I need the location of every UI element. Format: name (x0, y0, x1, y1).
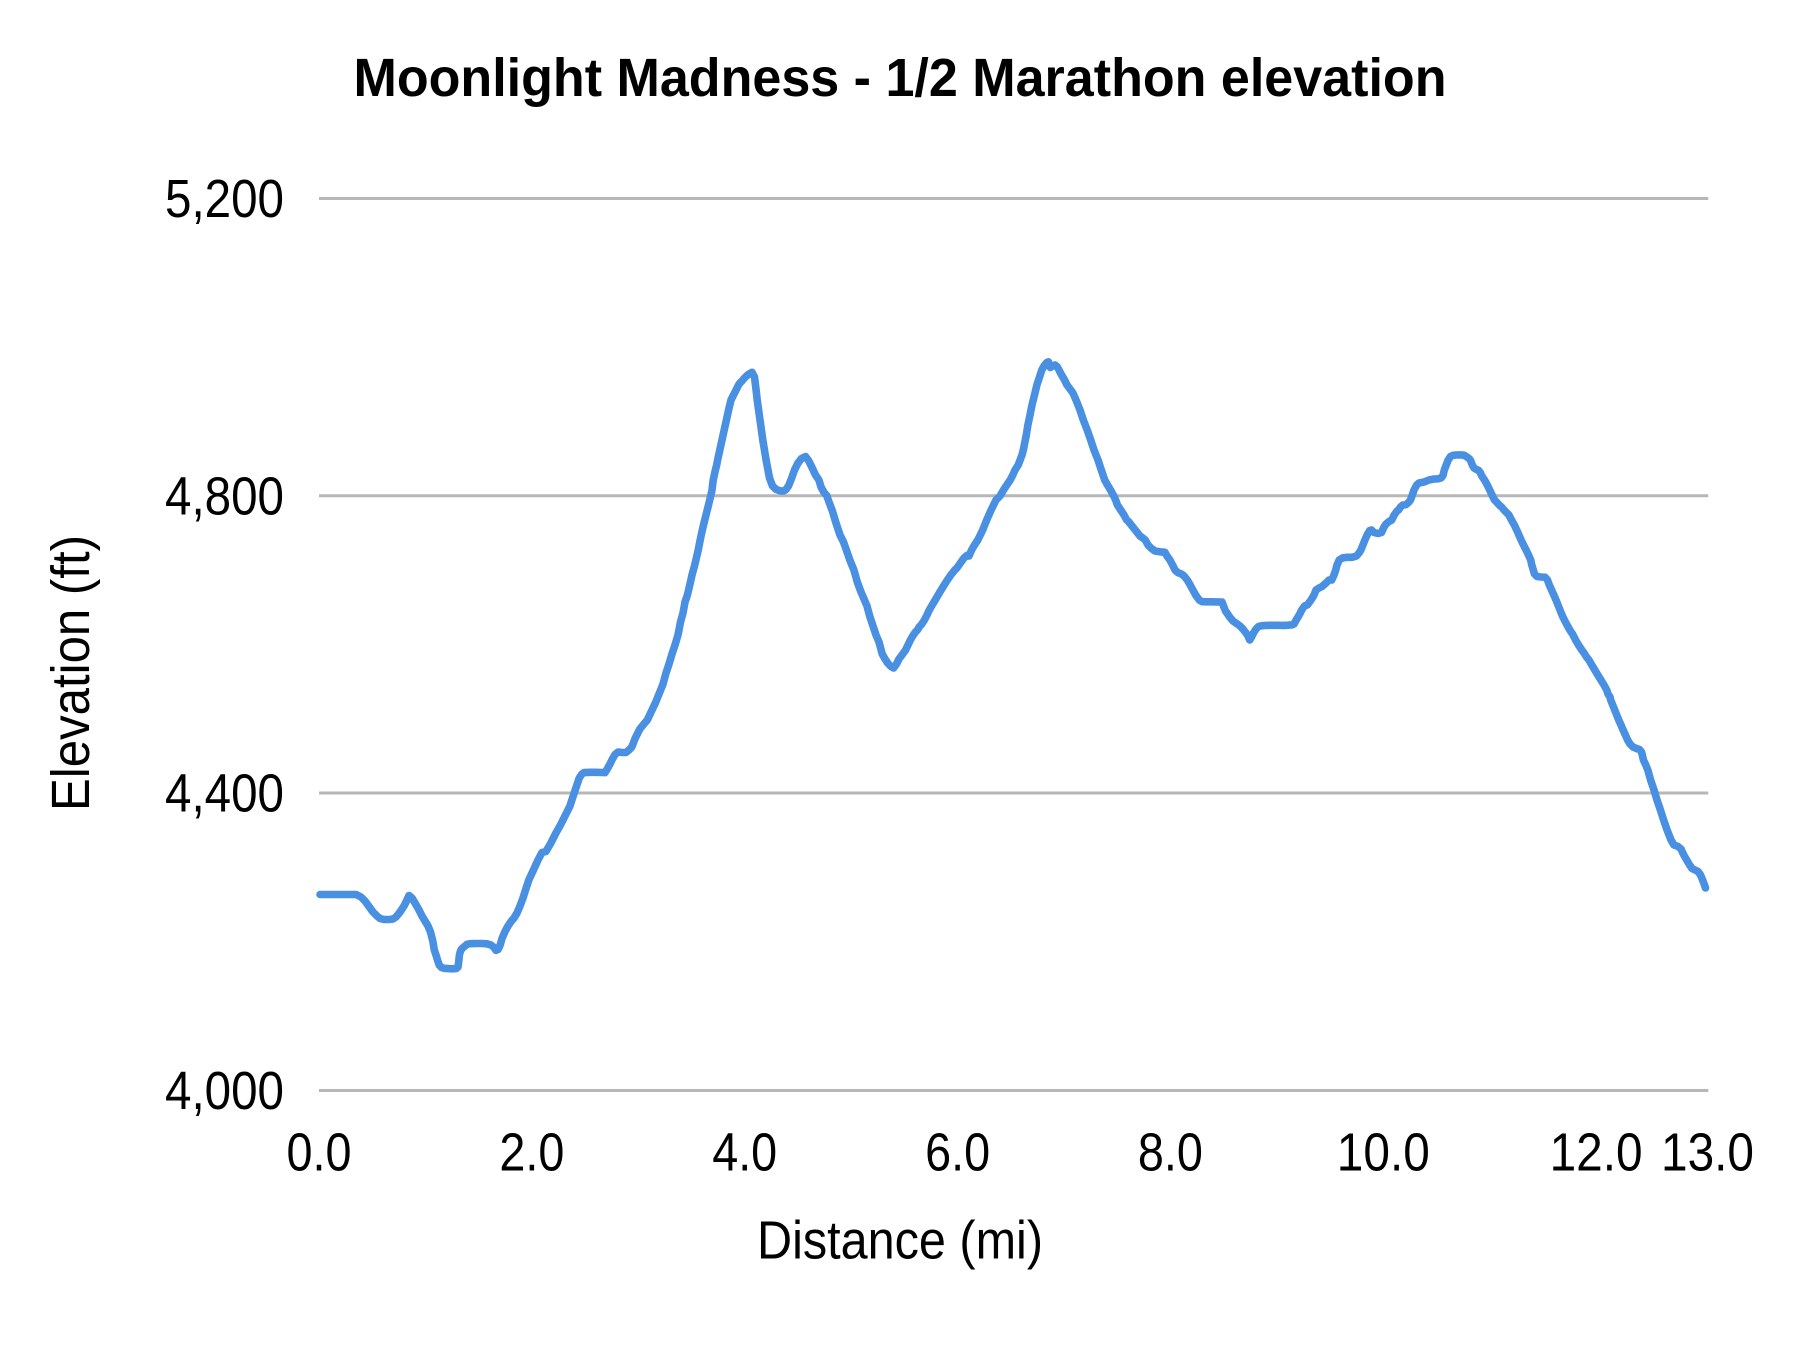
svg-text:Moonlight Madness - 1/2 Marath: Moonlight Madness - 1/2 Marathon elevati… (354, 48, 1447, 108)
svg-text:4,800: 4,800 (165, 466, 284, 526)
svg-text:8.0: 8.0 (1138, 1123, 1203, 1183)
svg-text:10.0: 10.0 (1337, 1123, 1430, 1183)
svg-text:4,400: 4,400 (165, 764, 284, 824)
svg-text:Elevation (ft): Elevation (ft) (41, 535, 101, 811)
svg-text:0.0: 0.0 (287, 1123, 352, 1183)
svg-text:6.0: 6.0 (925, 1123, 990, 1183)
svg-text:13.0: 13.0 (1661, 1123, 1754, 1183)
svg-text:Distance (mi): Distance (mi) (757, 1211, 1043, 1271)
svg-text:2.0: 2.0 (499, 1123, 564, 1183)
svg-text:4.0: 4.0 (712, 1123, 777, 1183)
svg-text:4,000: 4,000 (165, 1061, 284, 1121)
svg-text:5,200: 5,200 (165, 169, 284, 229)
svg-text:12.0: 12.0 (1550, 1123, 1643, 1183)
